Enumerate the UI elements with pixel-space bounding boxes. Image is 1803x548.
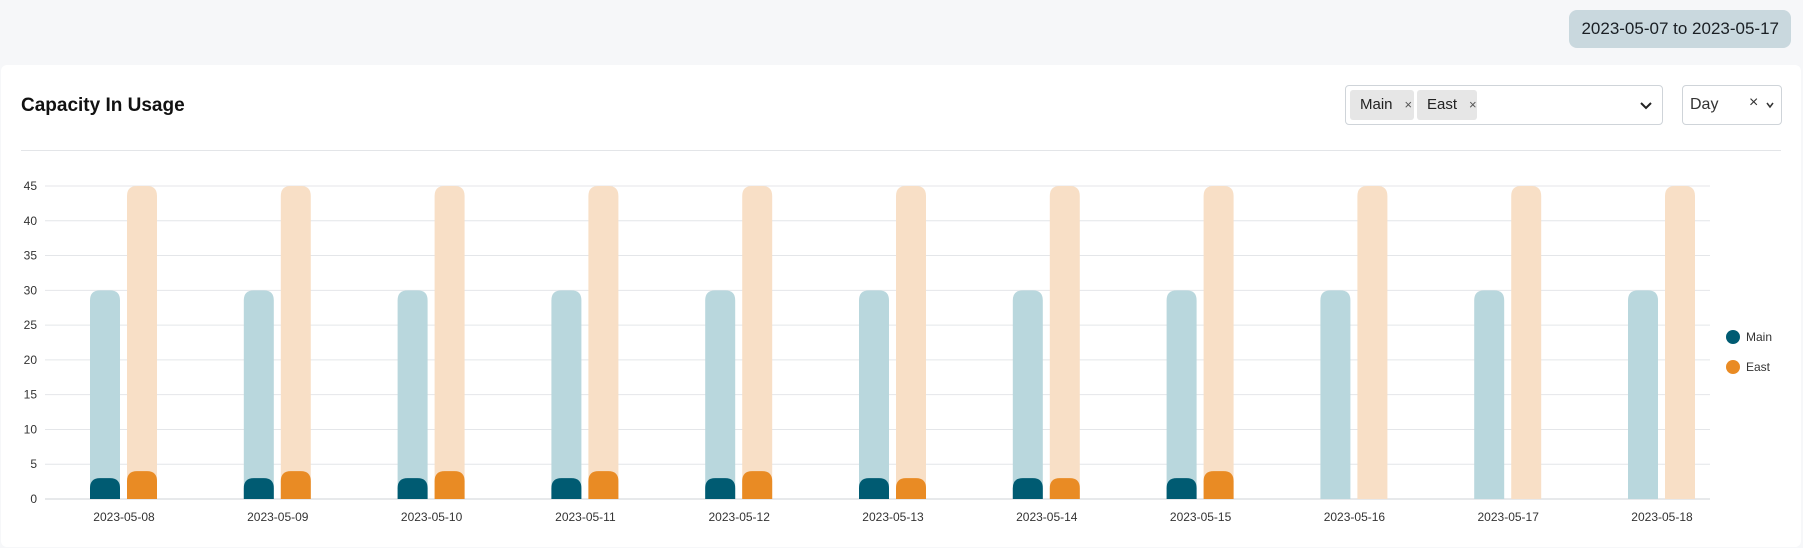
bar-main-capacity	[1166, 290, 1197, 499]
bar-main-capacity	[705, 290, 736, 499]
y-tick-label: 35	[24, 249, 38, 263]
tag-main-label: Main	[1360, 96, 1393, 113]
bar-east-usage	[742, 471, 773, 499]
bar-main-usage	[1012, 478, 1043, 499]
clear-icon[interactable]: ×	[1749, 94, 1759, 111]
bar-main-capacity	[397, 290, 428, 499]
bar-east-capacity	[896, 186, 926, 499]
bar-main-usage	[551, 478, 582, 499]
x-tick-label: 2023-05-10	[401, 510, 463, 524]
bar-east-capacity	[434, 186, 465, 499]
bar-main-capacity	[1012, 290, 1043, 499]
bar-main-usage	[705, 478, 736, 499]
tag-main: Main ×	[1350, 90, 1414, 120]
bar-east-capacity	[1049, 186, 1080, 499]
legend-main-swatch	[1726, 330, 1740, 344]
bar-east-capacity	[1511, 186, 1542, 499]
y-tick-label: 0	[30, 492, 37, 506]
divider	[21, 150, 1781, 151]
bar-east-usage	[588, 471, 619, 499]
card-title: Capacity In Usage	[21, 95, 185, 116]
bar-east-usage	[1203, 471, 1234, 499]
bar-main-usage	[90, 478, 120, 499]
x-tick-label: 2023-05-13	[862, 510, 924, 524]
y-tick-label: 25	[24, 318, 38, 332]
date-range-badge[interactable]: 2023-05-07 to 2023-05-17	[1569, 10, 1791, 48]
tag-east: East ×	[1417, 90, 1477, 120]
x-tick-label: 2023-05-08	[93, 510, 155, 524]
bar-main-capacity	[551, 290, 582, 499]
bar-east-capacity	[742, 186, 773, 499]
bar-east-capacity	[280, 186, 311, 499]
bar-east-usage	[127, 471, 157, 499]
x-tick-label: 2023-05-14	[1016, 510, 1078, 524]
bar-main-capacity	[1628, 290, 1658, 499]
bar-east-capacity	[1665, 186, 1695, 499]
y-tick-label: 5	[30, 457, 37, 471]
bar-east-capacity	[588, 186, 619, 499]
bar-main-capacity	[859, 290, 889, 499]
tag-east-label: East	[1427, 96, 1458, 113]
bar-main-capacity	[90, 290, 120, 499]
y-tick-label: 20	[24, 353, 38, 367]
bar-east-capacity	[127, 186, 157, 499]
y-tick-label: 30	[24, 283, 38, 297]
y-tick-label: 10	[24, 422, 38, 436]
y-tick-label: 40	[24, 214, 38, 228]
y-tick-label: 15	[24, 388, 38, 402]
x-tick-label: 2023-05-15	[1170, 510, 1232, 524]
bar-main-usage	[859, 478, 889, 499]
bar-east-capacity	[1203, 186, 1234, 499]
x-tick-label: 2023-05-11	[555, 510, 616, 524]
bar-main-usage	[1166, 478, 1197, 499]
bar-east-capacity	[1357, 186, 1388, 499]
x-tick-label: 2023-05-16	[1324, 510, 1386, 524]
bar-east-usage	[280, 471, 311, 499]
y-tick-label: 45	[24, 179, 38, 193]
remove-east-icon[interactable]: ×	[1469, 97, 1477, 112]
chevron-down-icon[interactable]	[1638, 97, 1654, 113]
bar-main-capacity	[243, 290, 274, 499]
remove-main-icon[interactable]: ×	[1404, 97, 1413, 112]
legend-east-label: East	[1746, 360, 1771, 374]
legend-main-label: Main	[1746, 330, 1772, 344]
bar-main-usage	[397, 478, 428, 499]
bar-east-usage	[1049, 478, 1080, 499]
granularity-select[interactable]: Day ×	[1682, 85, 1782, 125]
x-tick-label: 2023-05-18	[1631, 510, 1693, 524]
x-tick-label: 2023-05-17	[1478, 510, 1540, 524]
x-tick-label: 2023-05-12	[709, 510, 771, 524]
bar-main-capacity	[1320, 290, 1351, 499]
location-multi-select[interactable]: Main × East ×	[1345, 85, 1663, 125]
legend-east-swatch	[1726, 360, 1740, 374]
x-tick-label: 2023-05-09	[247, 510, 309, 524]
bar-main-capacity	[1474, 290, 1505, 499]
bar-main-usage	[243, 478, 274, 499]
chevron-down-icon[interactable]	[1764, 99, 1776, 111]
granularity-value: Day	[1690, 96, 1719, 113]
bar-east-usage	[434, 471, 465, 499]
bar-east-usage	[896, 478, 926, 499]
